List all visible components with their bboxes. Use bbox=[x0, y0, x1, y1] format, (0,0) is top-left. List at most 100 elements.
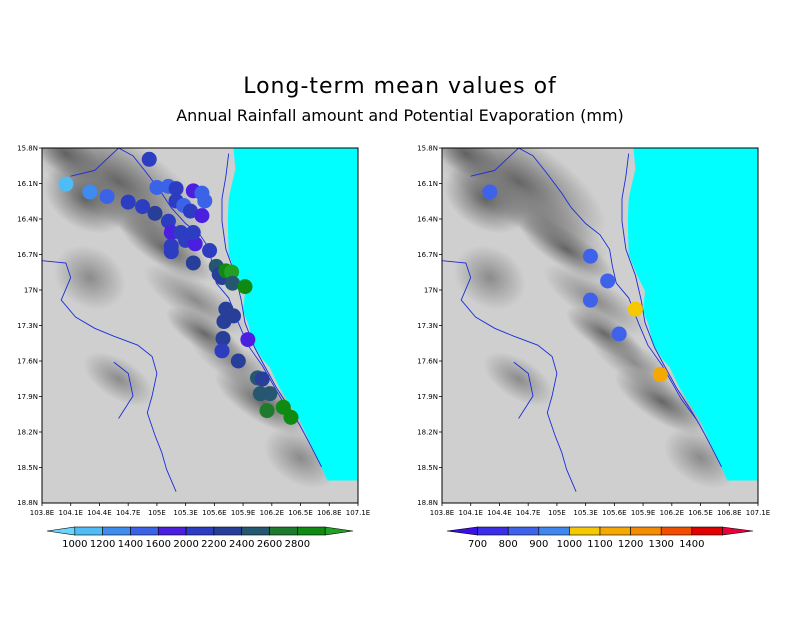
colorbar-label: 1400 bbox=[118, 539, 143, 550]
terrain-shading bbox=[518, 216, 615, 283]
colorbar-segment bbox=[213, 526, 243, 536]
colorbar-label: 1200 bbox=[618, 539, 643, 550]
colorbar-segment bbox=[507, 526, 540, 536]
y-tick-label: 17.6N bbox=[17, 358, 38, 366]
y-tick-label: 18.2N bbox=[417, 429, 438, 437]
y-tick-label: 18.8N bbox=[17, 499, 38, 507]
terrain-shading bbox=[83, 351, 155, 407]
colorbar-label: 2600 bbox=[257, 539, 282, 550]
border-line bbox=[470, 148, 697, 419]
y-tick-label: 17.6N bbox=[417, 358, 438, 366]
x-tick-label: 103.8E bbox=[30, 509, 54, 517]
rainfall-colorbar: 1000 1200 1400 1600 2000 2200 2400 2600 2800 bbox=[46, 526, 354, 550]
x-tick-label: 105.9E bbox=[631, 509, 655, 517]
x-tick-label: 107.1E bbox=[746, 509, 770, 517]
colorbar-label: 1600 bbox=[146, 539, 171, 550]
station-marker bbox=[237, 279, 253, 295]
x-tick-label: 105.6E bbox=[202, 509, 226, 517]
colorbar-segment bbox=[538, 526, 570, 536]
terrain-shading bbox=[442, 148, 502, 181]
station-marker bbox=[160, 213, 176, 229]
station-marker bbox=[197, 193, 213, 209]
x-tick-label: 104.1E bbox=[458, 509, 482, 517]
y-tick-label: 15.8N bbox=[417, 145, 438, 153]
colorbar-segment bbox=[660, 526, 693, 536]
coastline bbox=[621, 153, 723, 468]
station-marker bbox=[135, 199, 151, 215]
x-tick-label: 105E bbox=[148, 509, 166, 517]
station-marker bbox=[141, 151, 157, 167]
station-marker bbox=[58, 176, 74, 192]
terrain-shading bbox=[614, 367, 711, 436]
title-line-2: Annual Rainfall amount and Potential Eva… bbox=[176, 106, 624, 125]
y-tick-label: 17.9N bbox=[17, 393, 38, 401]
y-tick-label: 16.7N bbox=[17, 251, 38, 259]
station-marker bbox=[168, 181, 184, 197]
colorbar-segment bbox=[269, 526, 298, 536]
colorbar-label: 800 bbox=[499, 539, 518, 550]
station-marker bbox=[482, 184, 498, 200]
river-line bbox=[113, 361, 134, 419]
x-tick-label: 107.1E bbox=[346, 509, 370, 517]
colorbar-label: 2800 bbox=[285, 539, 310, 550]
colorbar-label: 1100 bbox=[587, 539, 612, 550]
colorbar-segment bbox=[630, 526, 662, 536]
terrain-shading bbox=[453, 245, 526, 311]
station-marker bbox=[216, 314, 232, 330]
x-tick-label: 106.5E bbox=[688, 509, 712, 517]
colorbar-segment bbox=[477, 526, 509, 536]
y-tick-label: 16.1N bbox=[417, 180, 438, 188]
station-marker bbox=[149, 179, 165, 195]
terrain-shading bbox=[483, 351, 555, 407]
colorbar-label: 2400 bbox=[229, 539, 254, 550]
y-tick-label: 16.1N bbox=[17, 180, 38, 188]
station-marker bbox=[120, 194, 136, 210]
rainfall-map: 103.8E 104.1E 104.4E 104.7E 105E 105.3E 105.6E… bbox=[17, 145, 370, 518]
x-tick-label: 104.7E bbox=[516, 509, 540, 517]
y-tick-label: 17.3N bbox=[417, 322, 438, 330]
sea-area bbox=[227, 148, 358, 481]
x-tick-label: 106.2E bbox=[260, 509, 284, 517]
y-tick-label: 17.9N bbox=[417, 393, 438, 401]
colorbar-segment bbox=[185, 526, 215, 536]
evaporation-map: 103.8E 104.1E 104.4E 104.7E 105E 105.3E 105.6E… bbox=[417, 145, 770, 518]
station-marker bbox=[600, 273, 616, 289]
y-tick-label: 17.3N bbox=[17, 322, 38, 330]
y-tick-label: 18.8N bbox=[417, 499, 438, 507]
colorbar-segment bbox=[297, 526, 326, 536]
x-tick-label: 104.7E bbox=[116, 509, 140, 517]
colorbar-label: 1300 bbox=[648, 539, 673, 550]
station-marker bbox=[582, 248, 598, 264]
station-marker bbox=[283, 409, 299, 425]
station-marker bbox=[163, 244, 179, 260]
colorbar-label: 2000 bbox=[173, 539, 198, 550]
station-marker bbox=[627, 301, 643, 317]
station-marker bbox=[254, 371, 270, 387]
x-tick-label: 106.8E bbox=[717, 509, 741, 517]
colorbar-label: 1000 bbox=[557, 539, 582, 550]
colorbar-arrow-right bbox=[324, 526, 354, 536]
station-marker bbox=[99, 188, 115, 204]
colorbar-segment bbox=[599, 526, 631, 536]
x-tick-label: 105.3E bbox=[173, 509, 197, 517]
colorbar-label: 1000 bbox=[62, 539, 87, 550]
station-marker bbox=[215, 330, 231, 346]
station-marker bbox=[147, 205, 163, 221]
station-marker bbox=[202, 243, 218, 259]
x-tick-label: 103.8E bbox=[430, 509, 454, 517]
x-tick-label: 106.2E bbox=[660, 509, 684, 517]
station-marker bbox=[224, 264, 240, 280]
y-tick-label: 16.4N bbox=[417, 216, 438, 224]
colorbar-segment bbox=[74, 526, 103, 536]
colorbar-arrow-right bbox=[722, 526, 754, 536]
y-tick-label: 15.8N bbox=[17, 145, 38, 153]
x-tick-label: 104.4E bbox=[87, 509, 111, 517]
y-tick-label: 17N bbox=[24, 287, 38, 295]
x-tick-label: 104.4E bbox=[487, 509, 511, 517]
y-tick-label: 18.5N bbox=[17, 464, 38, 472]
colorbar-label: 700 bbox=[468, 539, 487, 550]
colorbar-segment bbox=[691, 526, 723, 536]
river-line bbox=[513, 361, 534, 419]
station-marker bbox=[240, 332, 256, 348]
y-tick-label: 18.5N bbox=[417, 464, 438, 472]
